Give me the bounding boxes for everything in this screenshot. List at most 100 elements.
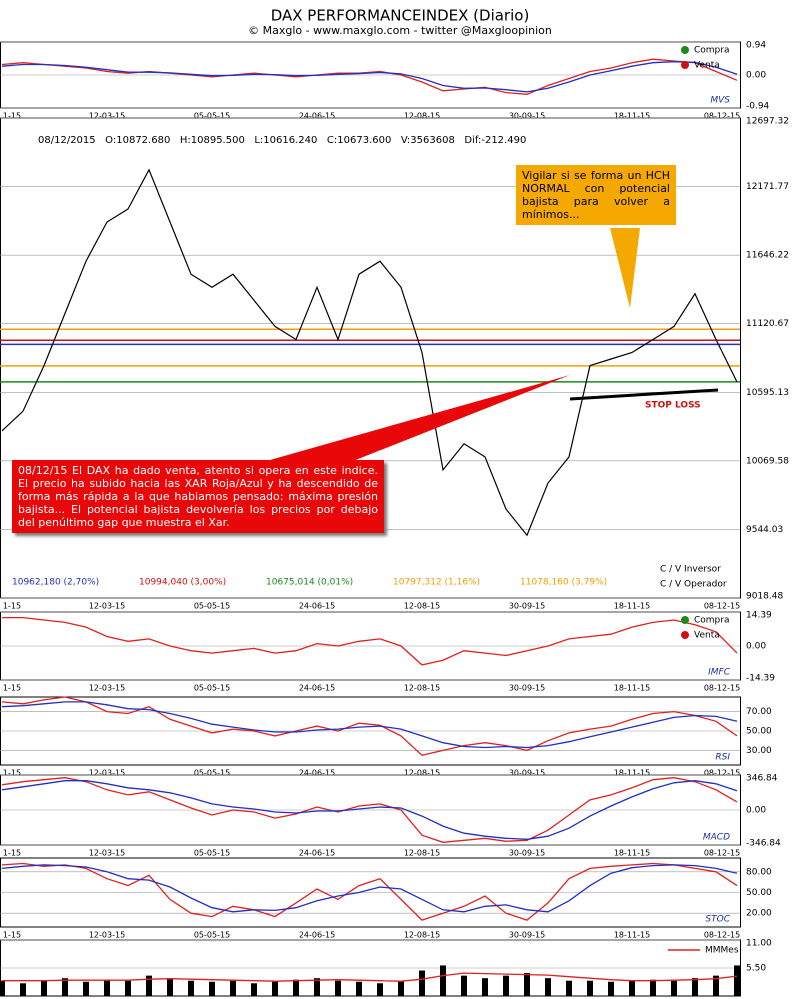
x-tick-label: 1-15 [3, 112, 21, 121]
bar [125, 980, 131, 996]
x-tick-label: 08-12-15 [704, 112, 740, 121]
bar [692, 978, 698, 996]
y-tick-label: 5.50 [746, 964, 766, 974]
level-label: 10962,180 (2,70%) [12, 578, 99, 588]
x-tick-label: 12-08-15 [404, 602, 440, 611]
x-tick-label: 12-03-15 [89, 684, 125, 693]
level-label: 10994,040 (3,00%) [139, 578, 226, 588]
panel-label: MACD [703, 833, 730, 843]
series-line [1, 862, 738, 921]
x-tick-label: 30-09-15 [509, 684, 545, 693]
y-tick-label: 20.00 [746, 909, 772, 919]
bar [608, 981, 614, 996]
bar [398, 980, 404, 996]
x-tick-label: 1-15 [3, 602, 21, 611]
y-tick-label: 50.00 [746, 727, 772, 737]
legend-label: Compra [694, 616, 730, 626]
y-tick-label: 12171.77 [746, 182, 789, 192]
x-tick-label: 05-05-15 [194, 684, 230, 693]
x-tick-label: 05-05-15 [194, 931, 230, 940]
y-tick-label: 12697.32 [746, 117, 789, 127]
y-tick-label: 10595.13 [746, 388, 789, 398]
y-tick-label: 0.00 [746, 806, 766, 816]
bar [209, 981, 215, 996]
x-tick-label: 30-09-15 [509, 602, 545, 611]
y-tick-label: 9018.48 [746, 592, 783, 602]
panel-label: RSI [715, 753, 730, 763]
chart-title: DAX PERFORMANCEINDEX (Diario) [271, 7, 530, 25]
callout-pointer [610, 228, 640, 308]
x-tick-label: 18-11-15 [614, 602, 650, 611]
x-tick-label: 05-05-15 [194, 602, 230, 611]
panel-label: STOC [705, 915, 730, 925]
bar [503, 975, 509, 996]
x-tick-label: 12-08-15 [404, 849, 440, 858]
series-line [1, 864, 738, 913]
x-tick-label: 12-03-15 [89, 769, 125, 778]
bar [230, 980, 236, 996]
bar [419, 970, 425, 996]
y-tick-label: 14.39 [746, 611, 772, 621]
y-tick-label: -346.84 [746, 839, 781, 849]
x-tick-label: 1-15 [3, 849, 21, 858]
series-line [1, 780, 738, 840]
x-tick-label: 05-05-15 [194, 112, 230, 121]
bar [146, 975, 152, 996]
bar [671, 980, 677, 996]
y-tick-label: -14.39 [746, 674, 775, 684]
bar [545, 978, 551, 996]
bar [188, 980, 194, 996]
bar [167, 978, 173, 996]
x-tick-label: 08-12-15 [704, 769, 740, 778]
x-tick-label: 1-15 [3, 684, 21, 693]
x-tick-label: 18-11-15 [614, 684, 650, 693]
x-tick-label: 30-09-15 [509, 769, 545, 778]
legend-marker [681, 631, 689, 639]
legend-label: Venta [694, 631, 720, 641]
series-line [1, 777, 738, 843]
y-tick-label: 0.00 [746, 71, 766, 81]
x-tick-label: 08-12-15 [704, 602, 740, 611]
bar [713, 975, 719, 996]
x-tick-label: 1-15 [3, 769, 21, 778]
bar [83, 981, 89, 996]
bar [0, 980, 5, 996]
bar [62, 978, 68, 996]
bar [356, 981, 362, 996]
x-tick-label: 08-12-15 [704, 684, 740, 693]
x-tick-label: 18-11-15 [614, 931, 650, 940]
x-tick-label: 30-09-15 [509, 849, 545, 858]
series-line [1, 61, 738, 93]
callout-red: 08/12/15 El DAX ha dado venta, atento si… [12, 460, 384, 533]
x-tick-label: 12-03-15 [89, 112, 125, 121]
bar [335, 980, 341, 996]
level-label: 11078,160 (3,79%) [520, 578, 607, 588]
bar [587, 980, 593, 996]
y-tick-label: -0.94 [746, 102, 770, 112]
x-tick-label: 24-06-15 [299, 769, 335, 778]
x-tick-label: 08-12-15 [704, 849, 740, 858]
legend-label: Venta [694, 61, 720, 71]
y-tick-label: 80.00 [746, 867, 772, 877]
series-line [1, 701, 738, 749]
stop-loss: STOP LOSS [645, 401, 701, 411]
bar [440, 965, 446, 996]
y-tick-label: 11.00 [746, 939, 772, 949]
bar [650, 979, 656, 996]
x-tick-label: 12-03-15 [89, 931, 125, 940]
x-tick-label: 24-06-15 [299, 849, 335, 858]
x-tick-label: 12-08-15 [404, 112, 440, 121]
chart-subtitle: © Maxglo - www.maxglo.com - twitter @Max… [248, 24, 552, 37]
x-tick-label: 18-11-15 [614, 112, 650, 121]
y-tick-label: 30.00 [746, 746, 772, 756]
legend-marker [681, 616, 689, 624]
y-tick-label: 11120.67 [746, 319, 789, 329]
x-tick-label: 12-08-15 [404, 769, 440, 778]
bar [629, 980, 635, 996]
x-tick-label: 12-08-15 [404, 931, 440, 940]
x-tick-label: 24-06-15 [299, 684, 335, 693]
x-tick-label: 12-03-15 [89, 849, 125, 858]
series-line [1, 58, 738, 95]
